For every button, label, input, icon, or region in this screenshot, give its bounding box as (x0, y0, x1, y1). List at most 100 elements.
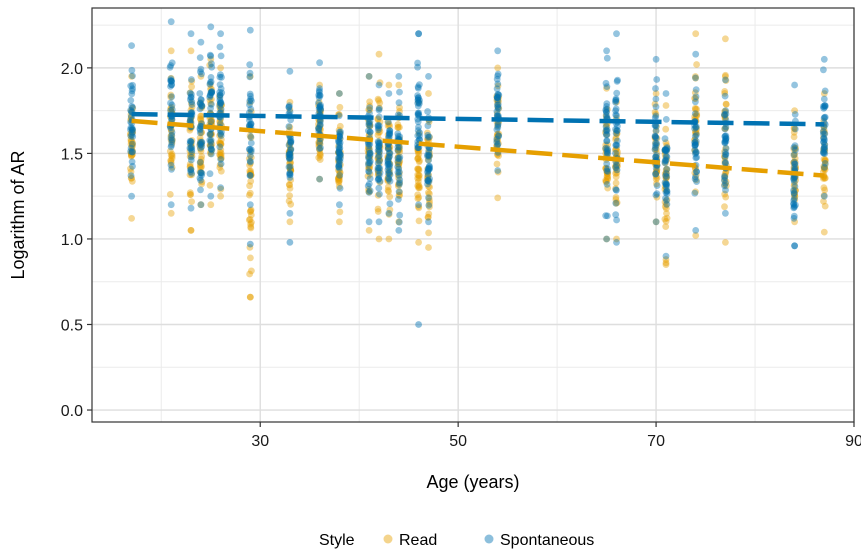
point-read (207, 148, 215, 156)
point-read (287, 159, 295, 167)
point-read (820, 184, 828, 192)
point-spontaneous (374, 167, 382, 175)
point-spontaneous (129, 72, 136, 80)
point-spontaneous (168, 93, 176, 101)
point-read (691, 94, 698, 102)
point-spontaneous (394, 154, 402, 162)
point-spontaneous (603, 167, 611, 175)
point-read (603, 170, 611, 177)
point-spontaneous (384, 157, 392, 165)
point-read (693, 105, 700, 113)
point-read (394, 147, 402, 155)
point-spontaneous (821, 136, 828, 144)
point-read (493, 92, 501, 100)
point-spontaneous (691, 141, 699, 149)
point-read (416, 157, 423, 165)
point-read (721, 190, 729, 198)
x-tick-label: 50 (449, 433, 467, 450)
point-read (820, 133, 827, 141)
point-spontaneous (336, 157, 344, 165)
point-read (790, 129, 798, 136)
point-read (415, 150, 423, 158)
legend-title: Style (319, 532, 355, 549)
point-read (395, 160, 403, 168)
point-read (364, 147, 372, 154)
point-spontaneous (614, 127, 621, 134)
point-spontaneous (315, 125, 322, 133)
point-read (376, 142, 384, 150)
point-spontaneous (604, 168, 611, 175)
point-spontaneous (721, 133, 729, 141)
point-spontaneous (790, 204, 798, 212)
point-read (246, 191, 253, 199)
point-spontaneous (207, 145, 215, 153)
point-read (424, 214, 432, 221)
point-spontaneous (652, 191, 660, 199)
point-read (127, 152, 135, 160)
point-spontaneous (198, 139, 206, 147)
point-spontaneous (820, 104, 828, 112)
point-spontaneous (287, 137, 295, 145)
point-spontaneous (366, 187, 374, 195)
point-spontaneous (187, 96, 194, 104)
point-spontaneous (722, 134, 730, 142)
point-spontaneous (167, 99, 174, 107)
point-read (820, 127, 827, 135)
point-spontaneous (494, 47, 502, 55)
point-spontaneous (316, 59, 323, 67)
point-spontaneous (692, 173, 699, 181)
point-spontaneous (493, 138, 501, 146)
point-spontaneous (187, 93, 195, 101)
point-read (721, 90, 729, 97)
point-spontaneous (394, 158, 402, 166)
point-spontaneous (375, 143, 383, 151)
point-read (415, 181, 423, 189)
point-spontaneous (365, 180, 373, 188)
point-spontaneous (208, 89, 216, 96)
point-read (316, 139, 323, 147)
point-spontaneous (691, 139, 699, 146)
point-read (653, 149, 661, 157)
point-read (790, 159, 797, 167)
point-read (375, 97, 383, 104)
point-read (384, 143, 392, 151)
point-read (691, 104, 699, 112)
point-spontaneous (790, 158, 798, 166)
point-read (652, 169, 660, 177)
point-spontaneous (790, 187, 797, 194)
point-read (722, 169, 730, 177)
point-spontaneous (167, 77, 175, 84)
point-spontaneous (663, 153, 671, 161)
point-read (424, 177, 432, 185)
point-spontaneous (287, 134, 294, 142)
point-read (335, 156, 342, 163)
point-spontaneous (494, 93, 501, 101)
point-spontaneous (168, 59, 176, 67)
point-read (385, 121, 393, 128)
point-read (286, 163, 294, 171)
point-spontaneous (168, 116, 175, 123)
point-spontaneous (128, 90, 136, 98)
point-read (425, 229, 432, 237)
axis-ticks: 30 50 70 900.00.51.01.52.0 (61, 61, 861, 450)
point-spontaneous (426, 164, 433, 172)
point-read (602, 126, 610, 134)
point-spontaneous (494, 103, 502, 111)
point-read (663, 196, 671, 204)
point-spontaneous (336, 139, 344, 147)
point-read (661, 170, 669, 178)
point-spontaneous (208, 63, 216, 71)
point-spontaneous (653, 182, 661, 190)
point-read (426, 200, 433, 208)
point-read (494, 103, 502, 111)
point-spontaneous (494, 101, 502, 108)
point-read (335, 158, 342, 166)
point-read (335, 179, 343, 187)
point-spontaneous (206, 170, 214, 178)
point-spontaneous (652, 153, 660, 161)
point-read (691, 136, 699, 144)
point-read (316, 150, 324, 157)
point-read (366, 106, 374, 114)
point-spontaneous (425, 165, 433, 173)
point-spontaneous (365, 161, 372, 169)
